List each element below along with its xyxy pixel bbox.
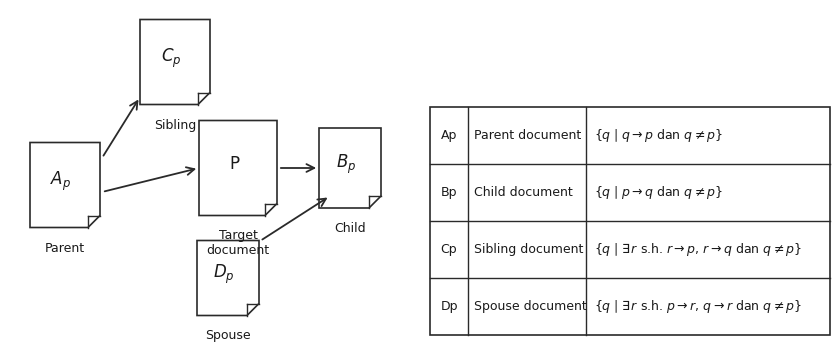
Bar (430, 107, 830, 335)
Text: $\{q\mid q\rightarrow p$ dan $q\neq p\}$: $\{q\mid q\rightarrow p$ dan $q\neq p\}$ (594, 127, 723, 144)
Text: Target: Target (218, 229, 257, 243)
Text: $B_{p}$: $B_{p}$ (336, 152, 356, 175)
Text: P: P (229, 155, 239, 173)
Text: Child: Child (334, 222, 365, 235)
Text: $C_{p}$: $C_{p}$ (160, 46, 181, 69)
Text: Spouse document: Spouse document (474, 300, 587, 313)
Text: Cp: Cp (441, 243, 457, 256)
Polygon shape (197, 240, 259, 315)
Text: $A_{p}$: $A_{p}$ (50, 169, 71, 193)
Text: $\{q\mid p\rightarrow q$ dan $q\neq p\}$: $\{q\mid p\rightarrow q$ dan $q\neq p\}$ (594, 184, 723, 201)
Polygon shape (199, 120, 277, 215)
Text: Sibling document: Sibling document (474, 243, 583, 256)
Polygon shape (140, 20, 210, 105)
Text: Dp: Dp (440, 300, 458, 313)
Text: Sibling: Sibling (154, 118, 196, 131)
Text: document: document (207, 244, 270, 257)
Polygon shape (30, 142, 100, 227)
Text: Child document: Child document (474, 186, 573, 199)
Text: $\{q\mid\exists\, r$ s.h. $p\rightarrow r$, $q\rightarrow r$ dan $q\neq p\}$: $\{q\mid\exists\, r$ s.h. $p\rightarrow … (594, 298, 802, 315)
Text: Bp: Bp (441, 186, 457, 199)
Text: Parent document: Parent document (474, 129, 581, 142)
Text: Ap: Ap (441, 129, 457, 142)
Text: Spouse: Spouse (205, 330, 251, 343)
Text: $\{q\mid\exists\, r$ s.h. $r\rightarrow p$, $r\rightarrow q$ dan $q\neq p\}$: $\{q\mid\exists\, r$ s.h. $r\rightarrow … (594, 241, 802, 258)
Text: Parent: Parent (45, 241, 85, 255)
Text: $D_{p}$: $D_{p}$ (213, 262, 235, 286)
Polygon shape (319, 128, 381, 208)
